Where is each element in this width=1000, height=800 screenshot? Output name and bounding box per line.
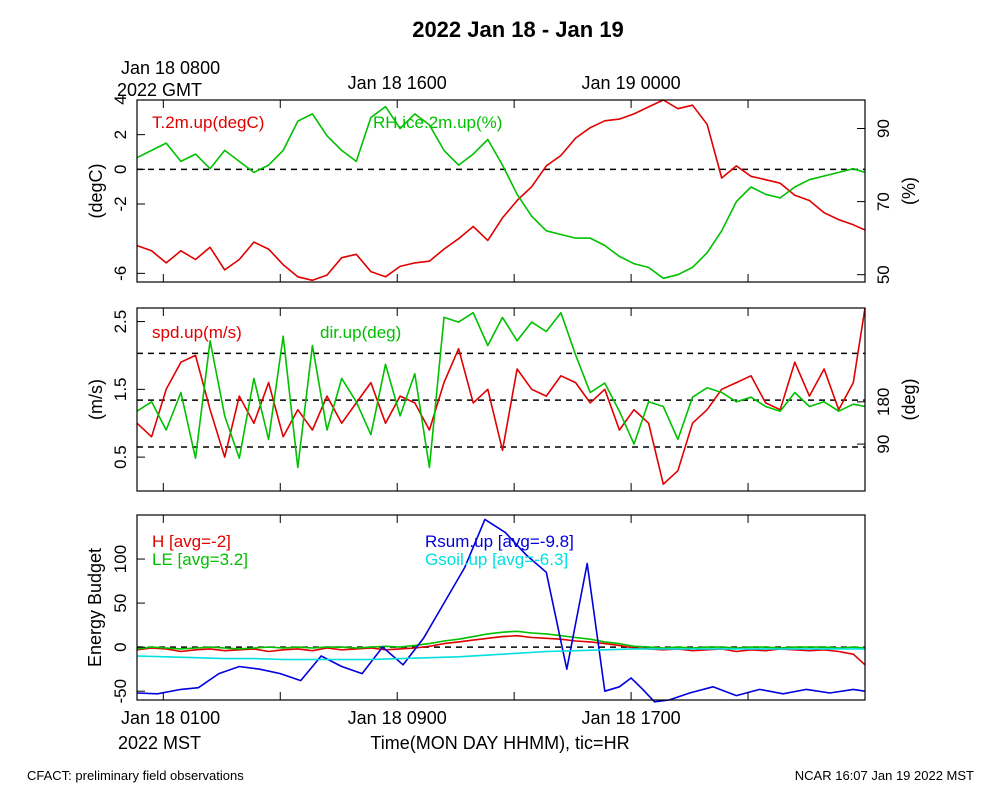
legend-label: Rsum.up [avg=-9.8] bbox=[425, 532, 574, 551]
y-axis-label: Energy Budget bbox=[85, 548, 105, 667]
y2-axis-label: (%) bbox=[899, 177, 919, 205]
series-line bbox=[136, 634, 866, 666]
y-axis-label: (m/s) bbox=[86, 379, 106, 420]
energy-budget-panel: H [avg=-2]LE [avg=3.2] Rsum.up [avg=-9.8]… bbox=[85, 514, 866, 704]
bottom-time-label: 2022 MST bbox=[118, 733, 201, 753]
plot-frame bbox=[136, 99, 866, 283]
y-tick-label: 0.5 bbox=[111, 445, 130, 469]
series-line bbox=[136, 311, 866, 469]
bottom-time-label: Jan 18 0900 bbox=[348, 708, 447, 728]
legend-label: dir.up(deg) bbox=[320, 323, 401, 342]
y-tick-label: 50 bbox=[111, 594, 130, 613]
x-axis-label: Time(MON DAY HHMM), tic=HR bbox=[370, 733, 629, 753]
y-tick-label: -2 bbox=[111, 196, 130, 211]
y2-tick-label: 70 bbox=[874, 192, 893, 211]
footer-note: CFACT: preliminary field observations bbox=[27, 768, 244, 783]
y-axis-label: (degC) bbox=[86, 163, 106, 218]
top-time-label: Jan 19 0000 bbox=[582, 73, 681, 93]
y2-tick-label: 50 bbox=[874, 265, 893, 284]
y-tick-label: 100 bbox=[111, 545, 130, 573]
series-line bbox=[136, 630, 866, 650]
top-time-label: Jan 18 0800 bbox=[121, 58, 220, 78]
chart-title: 2022 Jan 18 - Jan 19 bbox=[412, 17, 624, 42]
y2-tick-label: 90 bbox=[874, 435, 893, 454]
legend-label: spd.up(m/s) bbox=[152, 323, 242, 342]
bottom-time-axis: Jan 18 0100 2022 MST Jan 18 0900 Jan 18 170… bbox=[118, 708, 681, 753]
legend-label: RH.ice.2m.up(%) bbox=[373, 113, 502, 132]
plot-frame bbox=[136, 307, 866, 492]
bottom-time-label: Jan 18 1700 bbox=[582, 708, 681, 728]
y-tick-label: 0 bbox=[111, 642, 130, 651]
temperature-humidity-panel: T.2m.up(degC) RH.ice.2m.up(%) -6 -2 0 2 4 (degC… bbox=[86, 95, 919, 284]
bottom-time-label: Jan 18 0100 bbox=[121, 708, 220, 728]
legend-label: Gsoil.up [avg=-6.3] bbox=[425, 550, 568, 569]
y-tick-label: -50 bbox=[111, 679, 130, 704]
top-time-label: Jan 18 1600 bbox=[348, 73, 447, 93]
y2-tick-label: 180 bbox=[874, 388, 893, 416]
y-tick-label: 2.5 bbox=[111, 310, 130, 334]
series-line bbox=[136, 518, 866, 703]
y-tick-label: 0 bbox=[111, 165, 130, 174]
plot-frame bbox=[136, 514, 866, 701]
wind-panel: spd.up(m/s) dir.up(deg) 0.5 1.5 2.5 (m/s) 90 18… bbox=[86, 307, 919, 492]
series-line bbox=[136, 307, 866, 486]
footer-credit: NCAR 16:07 Jan 19 2022 MST bbox=[794, 768, 974, 783]
legend-label: LE [avg=3.2] bbox=[152, 550, 248, 569]
series-line bbox=[136, 105, 866, 280]
legend-label: H [avg=-2] bbox=[152, 532, 231, 551]
series-line bbox=[136, 648, 865, 661]
top-time-label: 2022 GMT bbox=[117, 80, 202, 100]
y-tick-label: 2 bbox=[111, 130, 130, 139]
y2-axis-label: (deg) bbox=[899, 378, 919, 420]
y-tick-label: 4 bbox=[111, 95, 130, 104]
y2-tick-label: 90 bbox=[874, 119, 893, 138]
y-tick-label: -6 bbox=[111, 266, 130, 281]
legend-label: T.2m.up(degC) bbox=[152, 113, 264, 132]
series-line bbox=[136, 99, 866, 282]
y-tick-label: 1.5 bbox=[111, 377, 130, 401]
